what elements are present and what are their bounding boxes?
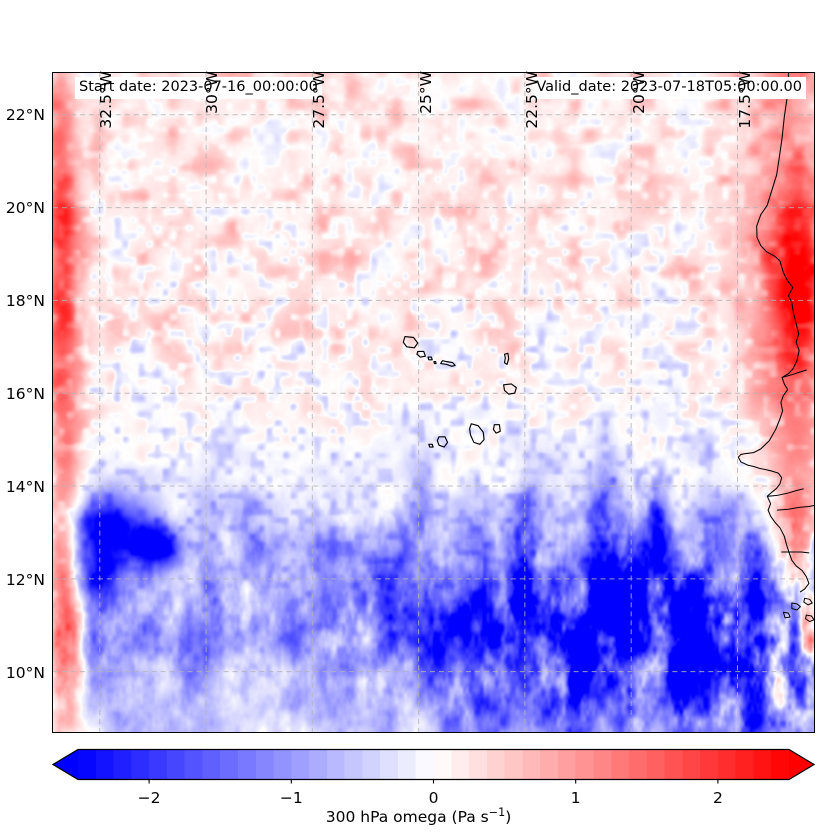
- y-tick-label: 10°N: [5, 664, 45, 683]
- colorbar-tick-label: −2: [137, 789, 161, 807]
- annotation-layer: Start date: 2023-07-16_00:00:00 Valid_da…: [53, 73, 814, 732]
- omega-field-heatmap: [53, 73, 814, 732]
- colorbar-label-suffix: ): [505, 808, 512, 827]
- colorbar-tick-label: −1: [279, 789, 303, 807]
- colorbar-label-prefix: 300 hPa omega (Pa s: [325, 808, 489, 827]
- colorbar[interactable]: −2 −1 0 1 2: [52, 744, 815, 807]
- start-date-annotation: Start date: 2023-07-16_00:00:00: [75, 77, 322, 99]
- x-tick-label: 20°W: [629, 71, 648, 114]
- x-tick-label: 25°W: [416, 71, 435, 114]
- y-tick-label: 16°N: [5, 385, 45, 404]
- colorbar-tick-label: 0: [428, 789, 439, 807]
- coastline-overlay: [402, 73, 814, 623]
- map-axes[interactable]: Start date: 2023-07-16_00:00:00 Valid_da…: [52, 72, 815, 733]
- colorbar-gradient: [52, 748, 815, 784]
- x-tick-label: 32.5°W: [96, 71, 115, 129]
- graticule-gridlines: [53, 73, 814, 732]
- y-tick-label: 20°N: [5, 198, 45, 217]
- y-tick-label: 18°N: [5, 292, 45, 311]
- x-tick-label: 17.5°W: [736, 71, 755, 129]
- x-tick-label: 30°W: [203, 71, 222, 114]
- colorbar-axis-label: 300 hPa omega (Pa s−1): [0, 806, 837, 826]
- x-tick-label: 27.5°W: [310, 71, 329, 129]
- y-tick-label: 22°N: [5, 105, 45, 124]
- valid-date-annotation: Valid_date: 2023-07-18T05:00:00.00: [532, 77, 806, 99]
- colorbar-tick-label: 2: [712, 789, 723, 807]
- colorbar-tick-label: 1: [570, 789, 581, 807]
- x-tick-label: 22.5°W: [523, 71, 542, 129]
- y-tick-label: 12°N: [5, 571, 45, 590]
- y-tick-label: 14°N: [5, 478, 45, 497]
- colorbar-label-exponent: −1: [488, 806, 506, 819]
